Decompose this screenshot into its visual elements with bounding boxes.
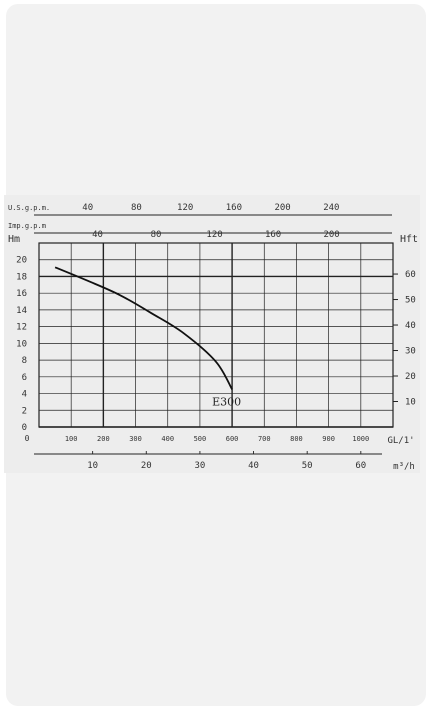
y-left-tick-label: 6 xyxy=(22,373,27,383)
plot-frame xyxy=(38,242,394,428)
x-primary-tick-label: 400 xyxy=(161,435,174,443)
y-left-tick-label: 18 xyxy=(16,272,27,282)
x-m3h-unit-label: m³/h xyxy=(393,462,415,472)
x-m3h-tick-label: 40 xyxy=(248,461,259,471)
x-impgpm-tick-label: 120 xyxy=(206,230,222,240)
y-right-tick-label: 30 xyxy=(405,347,416,357)
x-primary-tick-label: 500 xyxy=(194,435,207,443)
y-left-tick-label: 20 xyxy=(16,256,27,266)
chart-svg: 0 2 4 6 8 10 12 14 16 18 20 Hm 10 20 30 40 50 60 Hft 0 100 20… xyxy=(8,203,418,472)
x-impgpm-tick-label: 200 xyxy=(323,230,339,240)
x-m3h-tick-label: 50 xyxy=(302,461,313,471)
y-left-tick-label: 0 xyxy=(22,423,27,433)
y-right-tick-label: 10 xyxy=(405,398,416,408)
y-right-tick-label: 20 xyxy=(405,372,416,382)
y-right-unit-label: Hft xyxy=(400,234,418,245)
x-primary-tick-label: 200 xyxy=(97,435,110,443)
x-usgpm-tick-label: 80 xyxy=(131,203,142,213)
x-usgpm-tick-label: 240 xyxy=(323,203,339,213)
x-impgpm-tick-label: 80 xyxy=(151,230,162,240)
x-primary-unit-label: GL/1' xyxy=(387,436,414,446)
x-usgpm-tick-label: 200 xyxy=(274,203,290,213)
x-zero-label: 0 xyxy=(25,434,30,443)
y-right-tick-label: 60 xyxy=(405,270,416,280)
y-left-tick-label: 2 xyxy=(22,406,27,416)
pump-curve-chart: 0 2 4 6 8 10 12 14 16 18 20 Hm 10 20 30 40 50 60 Hft 0 100 20… xyxy=(4,195,420,473)
x-usgpm-tick-label: 160 xyxy=(226,203,242,213)
x-primary-tick-label: 700 xyxy=(258,435,271,443)
x-impgpm-unit-label: Imp.g.p.m xyxy=(8,222,46,230)
y-left-unit-label: Hm xyxy=(8,234,20,245)
x-m3h-tick-label: 20 xyxy=(141,461,152,471)
y-right-tick-label: 40 xyxy=(405,321,416,331)
y-left-tick-label: 14 xyxy=(16,306,27,316)
x-m3h-tick-label: 60 xyxy=(355,461,366,471)
x-primary-tick-label: 900 xyxy=(322,435,335,443)
x-primary-tick-label: 600 xyxy=(226,435,239,443)
x-primary-tick-label: 300 xyxy=(129,435,142,443)
y-left-tick-label: 4 xyxy=(22,390,27,400)
x-m3h-tick-label: 10 xyxy=(87,461,98,471)
x-m3h-tick-label: 30 xyxy=(194,461,205,471)
y-right-tick-label: 50 xyxy=(405,296,416,306)
pump-curve-e300 xyxy=(54,266,233,390)
x-usgpm-unit-label: U.S.g.p.m. xyxy=(8,204,50,212)
curve-label-e300: E300 xyxy=(212,395,241,408)
x-impgpm-tick-label: 40 xyxy=(92,230,103,240)
x-impgpm-tick-label: 160 xyxy=(265,230,281,240)
y-left-tick-label: 16 xyxy=(16,289,27,299)
x-usgpm-tick-label: 40 xyxy=(82,203,93,213)
x-primary-tick-label: 1000 xyxy=(352,435,369,443)
x-primary-tick-label: 800 xyxy=(290,435,303,443)
y-left-tick-label: 8 xyxy=(22,356,27,366)
y-left-tick-label: 12 xyxy=(16,323,27,333)
y-left-tick-label: 10 xyxy=(16,339,27,349)
x-primary-tick-label: 100 xyxy=(65,435,78,443)
x-usgpm-tick-label: 120 xyxy=(177,203,193,213)
